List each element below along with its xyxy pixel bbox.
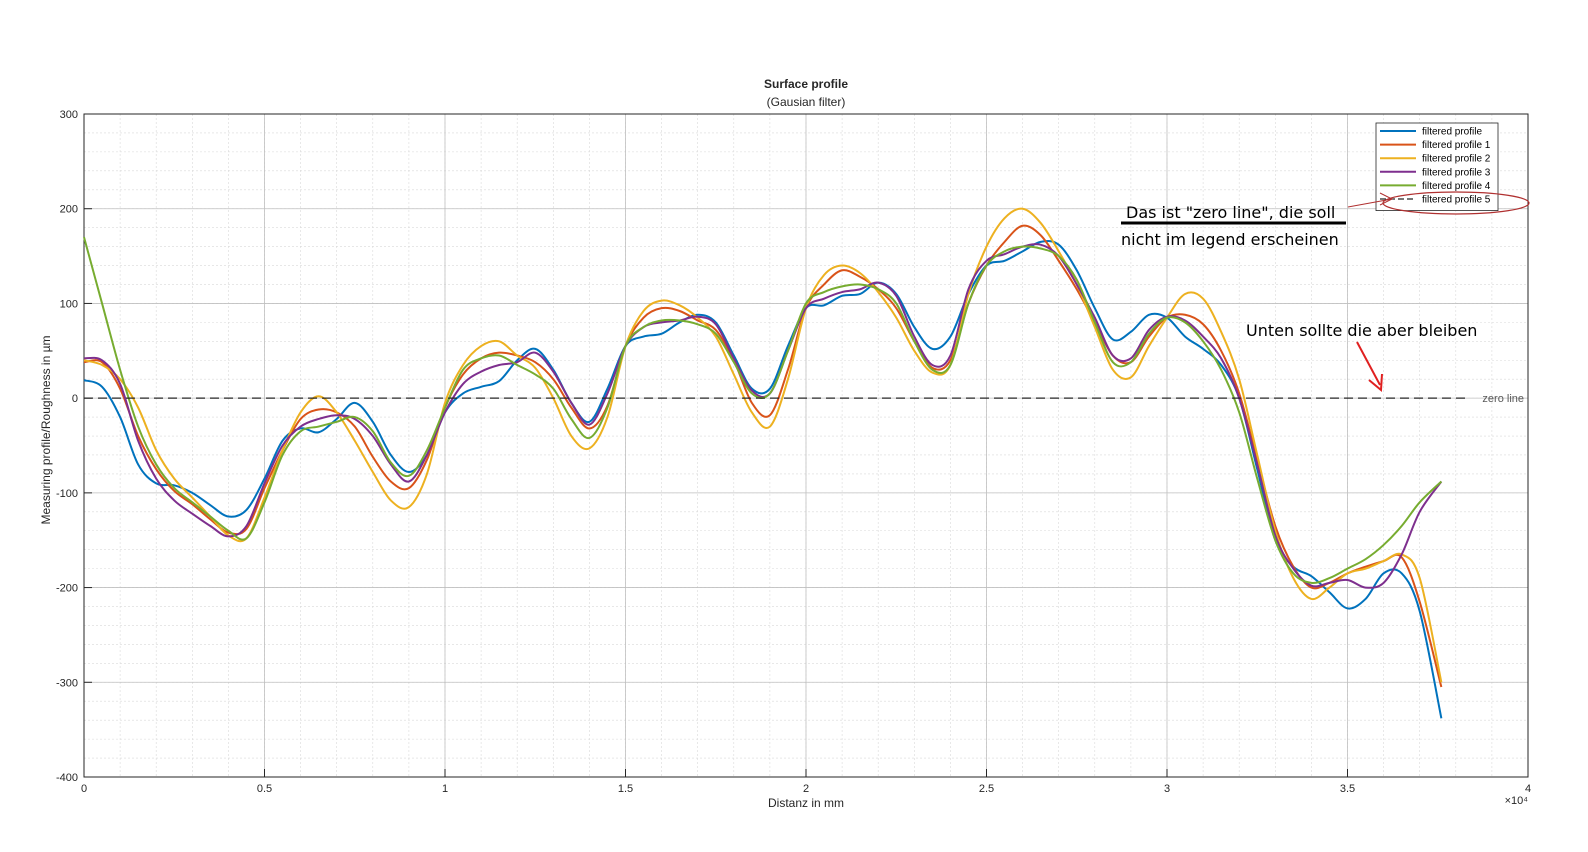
axis-ticks: 0 0.5 1 1.5 2 2.5 3 3.5 4 -400 -300 -200 -100 0 100 200…	[56, 109, 1531, 795]
annotation-arrow-to-zero-line	[1356, 341, 1381, 386]
annotations: Das ist "zero line", die soll nicht im l…	[1121, 191, 1530, 393]
x-tick-label: 0.5	[257, 783, 272, 795]
x-axis-exponent: ×10⁴	[1505, 795, 1529, 807]
annotation-bottom-note: Unten sollte die aber bleiben	[1246, 321, 1477, 340]
annotation-legend-note-line1: Das ist "zero line", die soll	[1126, 203, 1335, 222]
y-tick-label: -100	[56, 488, 78, 500]
legend: filtered profile filtered profile 1 filter…	[1375, 122, 1499, 211]
y-tick-label: -200	[56, 583, 78, 595]
y-tick-label: 0	[72, 393, 78, 405]
x-tick-label: 2.5	[979, 783, 994, 795]
x-tick-label: 0	[81, 783, 87, 795]
x-tick-label: 4	[1525, 783, 1531, 795]
annotation-arrowhead-legend	[1379, 192, 1394, 206]
x-axis-label: Distanz in mm	[768, 796, 844, 810]
y-tick-label: 300	[60, 109, 78, 121]
legend-entry-label: filtered profile 1	[1422, 140, 1491, 151]
y-tick-label: 100	[60, 298, 78, 310]
x-tick-label: 1.5	[618, 783, 633, 795]
legend-entry-label: filtered profile 2	[1422, 154, 1491, 165]
x-tick-label: 2	[803, 783, 809, 795]
legend-entry-label: filtered profile 4	[1422, 181, 1491, 192]
legend-entry-label: filtered profile 5	[1422, 195, 1491, 206]
y-tick-label: -300	[56, 677, 78, 689]
series-layer: zero line	[83, 207, 1524, 719]
series-line-4	[83, 236, 1443, 584]
y-axis-label: Measuring profile/Roughness in µm	[39, 335, 53, 524]
series-line-0	[83, 240, 1443, 719]
x-tick-label: 1	[442, 783, 448, 795]
x-tick-label: 3.5	[1340, 783, 1355, 795]
chart-title: Surface profile	[764, 77, 848, 91]
y-tick-label: 200	[60, 204, 78, 216]
series-line-1	[83, 224, 1443, 688]
annotation-arrowhead-zero-line	[1368, 373, 1383, 393]
annotation-legend-note-line2: nicht im legend erscheinen	[1121, 230, 1339, 249]
legend-highlight-circle	[1382, 191, 1530, 215]
zero-line-label: zero line	[1482, 393, 1524, 405]
legend-entry-label: filtered profile 3	[1422, 167, 1491, 178]
x-tick-label: 3	[1164, 783, 1170, 795]
chart-subtitle: (Gausian filter)	[767, 95, 846, 109]
y-tick-label: -400	[56, 772, 78, 784]
legend-box	[1375, 122, 1499, 211]
legend-entry-label: filtered profile	[1422, 127, 1482, 138]
labels-layer: Surface profile (Gausian filter) Distanz…	[39, 77, 1528, 810]
